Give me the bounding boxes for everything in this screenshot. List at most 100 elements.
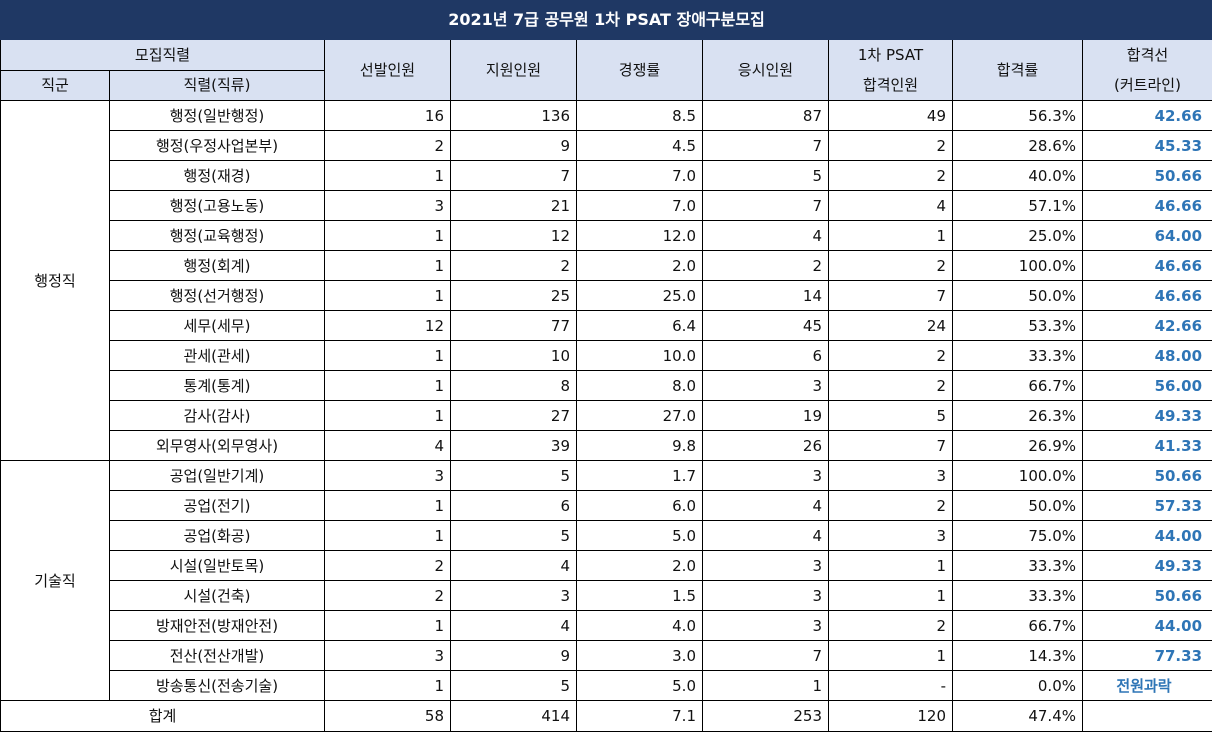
takers-cell: 3: [702, 460, 829, 491]
rate-cell: 100.0%: [952, 250, 1083, 281]
selected-cell: 12: [324, 310, 451, 341]
header-passed: 1차 PSAT 합격인원: [828, 39, 953, 101]
rate-cell: 66.7%: [952, 610, 1083, 641]
cutoff-cell: 46.66: [1081, 280, 1212, 311]
applicants-cell: 77: [450, 310, 577, 341]
passed-cell: 2: [828, 490, 953, 521]
takers-cell: 87: [702, 100, 829, 131]
applicants-cell: 7: [450, 160, 577, 191]
cutoff-cell: 44.00: [1081, 610, 1212, 641]
series-cell: 방송통신(전송기술): [109, 670, 325, 701]
rate-cell: 28.6%: [952, 130, 1083, 161]
passed-cell: 2: [828, 160, 953, 191]
passed-cell: -: [828, 670, 953, 701]
rate-cell: 66.7%: [952, 370, 1083, 401]
table-row: 외무영사(외무영사) 4 39 9.8 26 7 26.9% 41.33: [1, 430, 1212, 461]
competition-cell: 8.5: [576, 100, 703, 131]
table-row: 행정(재경) 1 7 7.0 5 2 40.0% 50.66: [1, 160, 1212, 191]
table-row: 행정(교육행정) 1 12 12.0 4 1 25.0% 64.00: [1, 220, 1212, 251]
series-cell: 관세(관세): [109, 340, 325, 371]
passed-cell: 49: [828, 100, 953, 131]
selected-cell: 3: [324, 460, 451, 491]
series-cell: 행정(교육행정): [109, 220, 325, 251]
competition-cell: 8.0: [576, 370, 703, 401]
rate-cell: 25.0%: [952, 220, 1083, 251]
selected-cell: 1: [324, 250, 451, 281]
cutoff-cell: 46.66: [1081, 250, 1212, 281]
passed-cell: 5: [828, 400, 953, 431]
header-competition: 경쟁률: [576, 39, 703, 101]
header-applicants: 지원인원: [450, 39, 577, 101]
applicants-cell: 39: [450, 430, 577, 461]
total-competition: 7.1: [576, 700, 703, 732]
table-row: 감사(감사) 1 27 27.0 19 5 26.3% 49.33: [1, 400, 1212, 431]
takers-cell: 6: [702, 340, 829, 371]
header-category: 직군: [0, 69, 110, 101]
table-row: 세무(세무) 12 77 6.4 45 24 53.3% 42.66: [1, 310, 1212, 341]
series-cell: 세무(세무): [109, 310, 325, 341]
series-cell: 행정(회계): [109, 250, 325, 281]
rate-cell: 100.0%: [952, 460, 1083, 491]
series-cell: 행정(선거행정): [109, 280, 325, 311]
applicants-cell: 27: [450, 400, 577, 431]
cutoff-cell: 57.33: [1081, 490, 1212, 521]
passed-cell: 1: [828, 220, 953, 251]
total-rate: 47.4%: [952, 700, 1083, 732]
takers-cell: 26: [702, 430, 829, 461]
cutoff-cell: 50.66: [1081, 580, 1212, 611]
passed-cell: 4: [828, 190, 953, 221]
competition-cell: 4.0: [576, 610, 703, 641]
passed-cell: 24: [828, 310, 953, 341]
competition-cell: 5.0: [576, 670, 703, 701]
rate-cell: 33.3%: [952, 550, 1083, 581]
table-row: 공업(화공) 1 5 5.0 4 3 75.0% 44.00: [1, 520, 1212, 551]
rate-cell: 14.3%: [952, 640, 1083, 671]
competition-cell: 12.0: [576, 220, 703, 251]
takers-cell: 7: [702, 130, 829, 161]
applicants-cell: 2: [450, 250, 577, 281]
rate-cell: 53.3%: [952, 310, 1083, 341]
takers-cell: 7: [702, 640, 829, 671]
category-cell: 기술직: [0, 460, 110, 701]
competition-cell: 4.5: [576, 130, 703, 161]
cutoff-cell: 46.66: [1081, 190, 1212, 221]
cutoff-cell: 49.33: [1081, 550, 1212, 581]
rate-cell: 33.3%: [952, 340, 1083, 371]
table-body: 행정직 행정(일반행정) 16 136 8.5 87 49 56.3% 42.66 행정(우정사업…: [0, 100, 1212, 701]
competition-cell: 27.0: [576, 400, 703, 431]
table-row: 행정직 행정(일반행정) 16 136 8.5 87 49 56.3% 42.66: [0, 100, 1212, 461]
applicants-cell: 9: [450, 130, 577, 161]
header-takers: 응시인원: [702, 39, 829, 101]
cutoff-cell: 44.00: [1081, 520, 1212, 551]
series-cell: 행정(고용노동): [109, 190, 325, 221]
applicants-cell: 4: [450, 550, 577, 581]
takers-cell: 7: [702, 190, 829, 221]
applicants-cell: 9: [450, 640, 577, 671]
selected-cell: 1: [324, 670, 451, 701]
table-row: 공업(전기) 1 6 6.0 4 2 50.0% 57.33: [1, 490, 1212, 521]
table-title: 2021년 7급 공무원 1차 PSAT 장애구분모집: [0, 0, 1212, 40]
passed-cell: 1: [828, 550, 953, 581]
table-row: 시설(일반토목) 2 4 2.0 3 1 33.3% 49.33: [1, 550, 1212, 581]
applicants-cell: 10: [450, 340, 577, 371]
selected-cell: 1: [324, 370, 451, 401]
competition-cell: 25.0: [576, 280, 703, 311]
total-applicants: 414: [450, 700, 577, 732]
applicants-cell: 21: [450, 190, 577, 221]
cutoff-cell: 77.33: [1081, 640, 1212, 671]
total-selected: 58: [324, 700, 451, 732]
selected-cell: 1: [324, 610, 451, 641]
cutoff-cell: 48.00: [1081, 340, 1212, 371]
table-row: 행정(고용노동) 3 21 7.0 7 4 57.1% 46.66: [1, 190, 1212, 221]
takers-cell: 3: [702, 610, 829, 641]
cutoff-cell: 42.66: [1081, 100, 1212, 131]
passed-cell: 1: [828, 640, 953, 671]
cutoff-cell: 50.66: [1081, 460, 1212, 491]
competition-cell: 10.0: [576, 340, 703, 371]
selected-cell: 1: [324, 340, 451, 371]
series-cell: 행정(일반행정): [109, 100, 325, 131]
applicants-cell: 8: [450, 370, 577, 401]
selected-cell: 3: [324, 190, 451, 221]
header-series: 직렬(직류): [109, 69, 325, 101]
